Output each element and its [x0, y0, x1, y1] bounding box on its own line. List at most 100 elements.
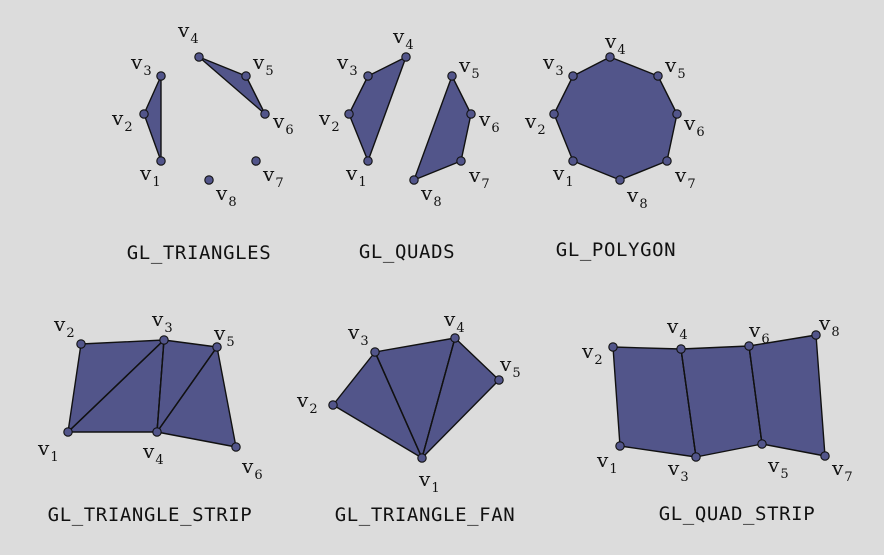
polygon-vertex-dot-2 — [549, 109, 559, 119]
triangles-vertex-label-5: v5 — [252, 50, 274, 79]
triangle-fan-vertex-label-3: v3 — [347, 320, 369, 349]
triangles-vertex-label-7: v7 — [262, 162, 284, 191]
quad-strip-vertex-label-2: v2 — [581, 339, 603, 368]
quad-strip-vertex-label-4: v4 — [666, 314, 688, 343]
quads-vertex-label-3: v3 — [336, 50, 358, 79]
triangles-vertex-label-6: v6 — [272, 109, 294, 138]
triangle-strip-vertex-dot-2 — [76, 339, 86, 349]
primitive-edges — [67, 337, 763, 459]
quads-vertex-label-4: v4 — [392, 24, 414, 53]
quad-strip-vertex-dot-3 — [691, 452, 701, 462]
title-triangles: GL_TRIANGLES — [127, 242, 271, 264]
title-triangle-fan: GL_TRIANGLE_FAN — [335, 504, 516, 526]
triangle-strip-vertex-dot-3 — [159, 335, 169, 345]
quads-vertex-label-2: v2 — [318, 106, 340, 135]
quad-strip-vertex-label-7: v7 — [831, 456, 853, 485]
quad-strip-vertex-label-5: v5 — [767, 453, 789, 482]
triangles-vertex-label-2: v2 — [111, 106, 133, 135]
triangle-strip-vertex-label-1: v1 — [37, 436, 59, 465]
quad-strip-vertex-label-8: v8 — [818, 311, 840, 340]
title-triangle-strip: GL_TRIANGLE_STRIP — [48, 504, 253, 526]
triangles-vertex-label-4: v4 — [177, 18, 199, 47]
triangles-vertex-label-1: v1 — [139, 161, 161, 190]
triangle-strip-diagonal-1 — [67, 339, 165, 433]
polygon-vertex-dot-1 — [568, 156, 578, 166]
triangle-fan-diagonal-1 — [374, 351, 423, 459]
quads-vertex-label-6: v6 — [478, 107, 500, 136]
quad-strip-diagonal-2 — [748, 345, 763, 445]
triangle-fan-vertex-dot-3 — [370, 347, 380, 357]
triangles-vertex-dot-4 — [194, 52, 204, 62]
quad-strip-vertex-dot-8 — [811, 330, 821, 340]
triangle-fan-vertex-label-4: v4 — [443, 307, 465, 336]
title-quads: GL_QUADS — [359, 241, 455, 263]
polygon-vertex-dot-8 — [615, 175, 625, 185]
quad-strip-vertex-dot-4 — [676, 344, 686, 354]
polygon-vertex-label-5: v5 — [664, 53, 686, 82]
triangle-strip-vertex-dot-4 — [152, 427, 162, 437]
triangle-fan-vertex-dot-1 — [417, 453, 427, 463]
quad-strip-vertex-dot-2 — [608, 342, 618, 352]
triangle-strip-vertex-dot-5 — [212, 342, 222, 352]
quad-strip-vertex-dot-5 — [757, 439, 767, 449]
quad-strip-vertex-dot-6 — [744, 341, 754, 351]
quad-strip-vertex-label-3: v3 — [667, 456, 689, 485]
triangles-vertex-dot-3 — [156, 71, 166, 81]
triangle-fan-vertex-dot-5 — [494, 375, 504, 385]
quads-vertex-dot-5 — [447, 71, 457, 81]
polygon-vertex-label-6: v6 — [683, 111, 705, 140]
polygon-vertex-label-3: v3 — [542, 50, 564, 79]
quads-vertex-dot-7 — [456, 156, 466, 166]
polygon-vertex-dot-4 — [605, 52, 615, 62]
quads-vertex-label-7: v7 — [468, 163, 490, 192]
triangles-vertex-dot-1 — [156, 156, 166, 166]
polygon-vertex-dot-6 — [672, 109, 682, 119]
triangle-strip-vertex-label-3: v3 — [151, 307, 173, 336]
triangles-face-1 — [143, 75, 162, 162]
triangle-strip-vertex-label-4: v4 — [142, 439, 164, 468]
quads-vertex-dot-2 — [344, 109, 354, 119]
triangle-fan-vertex-label-1: v1 — [418, 467, 440, 496]
triangle-fan-vertex-label-2: v2 — [296, 388, 318, 417]
triangles-vertex-dot-2 — [139, 109, 149, 119]
triangles-face-2 — [198, 56, 266, 115]
quads-vertex-label-8: v8 — [420, 181, 442, 210]
triangles-vertex-dot-6 — [260, 109, 270, 119]
polygon-vertex-label-1: v1 — [552, 161, 574, 190]
quads-vertex-label-1: v1 — [345, 161, 367, 190]
polygon-vertex-label-7: v7 — [674, 163, 696, 192]
triangle-strip-diagonal-2 — [156, 339, 165, 433]
triangles-vertex-label-8: v8 — [215, 181, 237, 210]
polygon-vertex-label-8: v8 — [626, 183, 648, 212]
quad-strip-vertex-dot-7 — [820, 451, 830, 461]
triangle-strip-vertex-dot-1 — [63, 427, 73, 437]
triangle-strip-vertex-label-6: v6 — [241, 454, 263, 483]
quads-vertex-dot-6 — [466, 109, 476, 119]
triangle-fan-vertex-dot-2 — [328, 400, 338, 410]
quads-vertex-dot-1 — [363, 156, 373, 166]
polygon-vertex-dot-5 — [653, 71, 663, 81]
triangle-strip-vertex-label-2: v2 — [53, 312, 75, 341]
triangle-strip-diagonal-3 — [156, 346, 218, 433]
triangle-strip-vertex-dot-6 — [231, 442, 241, 452]
triangle-fan-diagonal-2 — [421, 337, 456, 459]
triangles-vertex-dot-7 — [251, 156, 261, 166]
quads-vertex-dot-4 — [401, 52, 411, 62]
polygon-vertex-label-2: v2 — [524, 109, 546, 138]
vertex-dots — [63, 52, 830, 463]
triangles-vertex-dot-8 — [204, 175, 214, 185]
title-polygon: GL_POLYGON — [556, 239, 676, 261]
quads-vertex-dot-3 — [363, 71, 373, 81]
triangles-vertex-dot-5 — [241, 71, 251, 81]
title-quad-strip: GL_QUAD_STRIP — [659, 503, 816, 525]
quads-vertex-label-5: v5 — [458, 53, 480, 82]
panel-titles: GL_TRIANGLES GL_QUADS GL_POLYGON GL_TRIA… — [48, 239, 816, 526]
quad-strip-vertex-label-1: v1 — [596, 448, 618, 477]
triangles-vertex-label-3: v3 — [130, 50, 152, 79]
triangle-fan-vertex-dot-4 — [450, 333, 460, 343]
polygon-vertex-dot-7 — [662, 156, 672, 166]
quad-strip-diagonal-1 — [680, 348, 697, 458]
quads-vertex-dot-8 — [409, 175, 419, 185]
polygon-vertex-dot-3 — [568, 71, 578, 81]
